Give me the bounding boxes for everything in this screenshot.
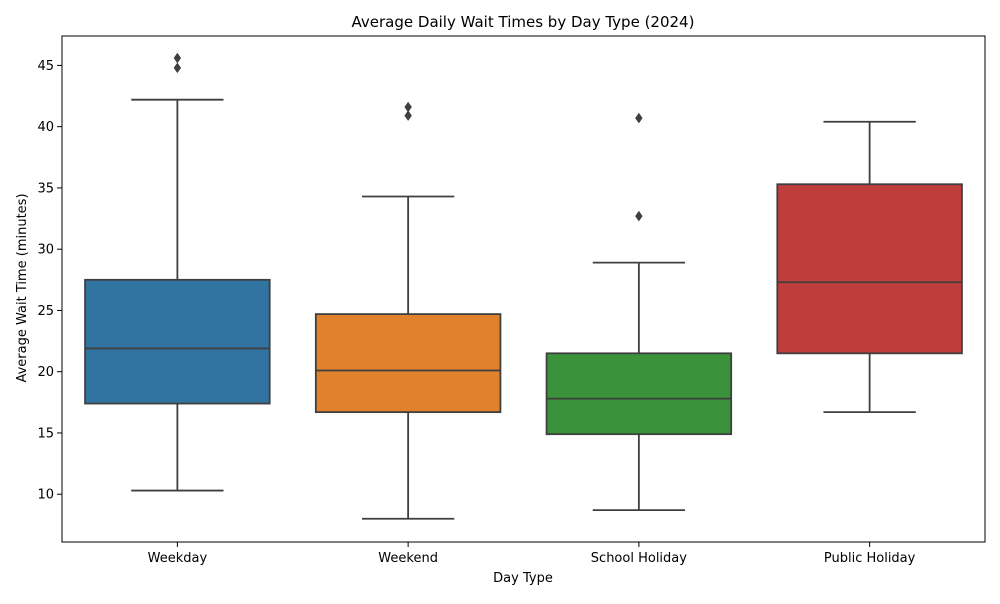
chart-title: Average Daily Wait Times by Day Type (20… xyxy=(352,13,695,31)
outlier-point xyxy=(635,210,643,222)
y-tick-label: 35 xyxy=(37,181,54,196)
y-tick-label: 20 xyxy=(37,365,54,380)
box-iqr xyxy=(776,183,963,355)
box-group-0 xyxy=(84,52,271,492)
axes-frame xyxy=(61,35,986,543)
y-tick-label: 40 xyxy=(37,120,54,135)
y-tick-label: 15 xyxy=(37,426,54,441)
y-tick-label: 25 xyxy=(37,304,54,319)
x-tick-label: Weekday xyxy=(148,551,208,566)
y-tick-label: 30 xyxy=(37,243,54,258)
x-axis-label: Day Type xyxy=(493,571,553,586)
outlier-point xyxy=(173,62,182,74)
y-tick-label: 45 xyxy=(37,59,54,74)
outlier-point xyxy=(635,112,643,124)
y-axis-label: Average Wait Time (minutes) xyxy=(15,193,30,382)
outlier-point xyxy=(173,52,182,64)
x-tick-label: Weekend xyxy=(378,551,438,566)
plot-area xyxy=(84,52,963,520)
box-group-1 xyxy=(314,101,502,520)
box-iqr xyxy=(84,278,271,405)
outlier-point xyxy=(404,101,412,113)
y-tick-label: 10 xyxy=(37,488,54,503)
x-tick-label: Public Holiday xyxy=(824,551,916,566)
x-tick-label: School Holiday xyxy=(591,551,687,566)
box-group-3 xyxy=(776,120,963,414)
box-iqr xyxy=(314,313,502,414)
axes: 10 15 20 25 30 35 40 45 Weekday Weekend School Hol… xyxy=(37,35,986,566)
box-group-2 xyxy=(545,112,733,512)
outlier-point xyxy=(404,110,412,121)
box-iqr xyxy=(545,352,733,436)
